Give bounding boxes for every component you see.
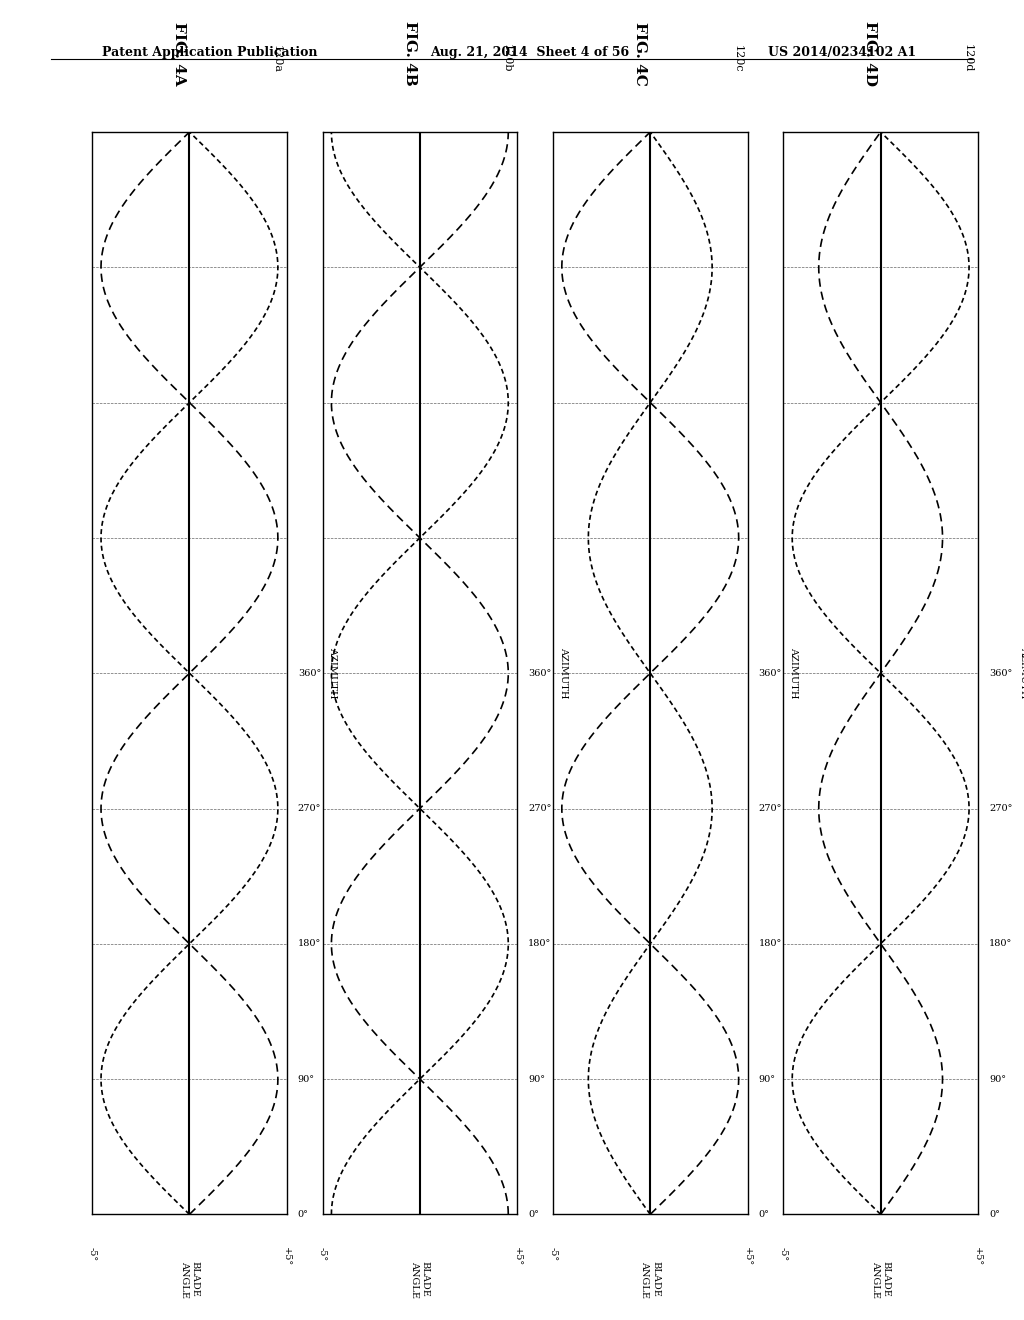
Text: -5°: -5° — [88, 1247, 96, 1262]
Text: 270°: 270° — [298, 804, 322, 813]
Text: 180°: 180° — [989, 940, 1013, 948]
Text: 360°: 360° — [989, 669, 1013, 677]
Text: -5°: -5° — [779, 1247, 787, 1262]
Text: 120a: 120a — [271, 45, 282, 73]
Text: BLADE
ANGLE: BLADE ANGLE — [641, 1261, 659, 1298]
Text: 0°: 0° — [759, 1210, 769, 1218]
Text: BLADE
ANGLE: BLADE ANGLE — [411, 1261, 429, 1298]
Text: BLADE
ANGLE: BLADE ANGLE — [871, 1261, 890, 1298]
Text: 120d: 120d — [963, 45, 973, 73]
Text: 180°: 180° — [528, 940, 552, 948]
Text: +5°: +5° — [513, 1247, 521, 1266]
Text: 360°: 360° — [759, 669, 782, 677]
Text: 120b: 120b — [502, 44, 512, 73]
Text: -5°: -5° — [318, 1247, 327, 1262]
Text: 0°: 0° — [528, 1210, 539, 1218]
Text: +5°: +5° — [974, 1247, 982, 1266]
Text: FIG. 4C: FIG. 4C — [633, 22, 647, 86]
Text: 270°: 270° — [528, 804, 552, 813]
Text: 0°: 0° — [298, 1210, 308, 1218]
Text: AZIMUTH: AZIMUTH — [1020, 647, 1024, 700]
Text: 120c: 120c — [732, 45, 742, 73]
Text: AZIMUTH: AZIMUTH — [329, 647, 337, 700]
Text: Aug. 21, 2014  Sheet 4 of 56: Aug. 21, 2014 Sheet 4 of 56 — [430, 46, 629, 59]
Text: 180°: 180° — [298, 940, 322, 948]
Text: Patent Application Publication: Patent Application Publication — [102, 46, 317, 59]
Text: +5°: +5° — [743, 1247, 752, 1266]
Text: FIG. 4A: FIG. 4A — [172, 22, 186, 86]
Text: 90°: 90° — [298, 1074, 314, 1084]
Text: US 2014/0234102 A1: US 2014/0234102 A1 — [768, 46, 916, 59]
Text: -5°: -5° — [549, 1247, 557, 1262]
Text: 0°: 0° — [989, 1210, 999, 1218]
Text: 90°: 90° — [759, 1074, 775, 1084]
Text: +5°: +5° — [283, 1247, 291, 1266]
Text: 90°: 90° — [528, 1074, 545, 1084]
Text: FIG. 4B: FIG. 4B — [402, 21, 417, 86]
Text: 180°: 180° — [759, 940, 782, 948]
Text: AZIMUTH: AZIMUTH — [790, 647, 798, 700]
Text: FIG. 4D: FIG. 4D — [863, 21, 878, 86]
Text: 360°: 360° — [298, 669, 322, 677]
Text: 360°: 360° — [528, 669, 552, 677]
Text: 270°: 270° — [989, 804, 1013, 813]
Text: BLADE
ANGLE: BLADE ANGLE — [180, 1261, 199, 1298]
Text: 270°: 270° — [759, 804, 782, 813]
Text: AZIMUTH: AZIMUTH — [559, 647, 567, 700]
Text: 90°: 90° — [989, 1074, 1006, 1084]
